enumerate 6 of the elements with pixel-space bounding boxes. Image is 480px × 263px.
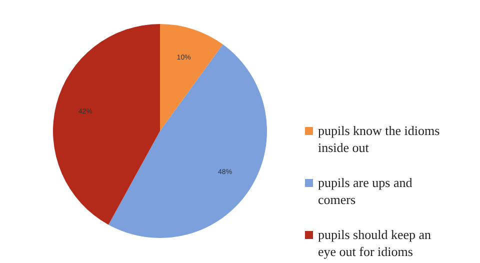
legend-label: pupils are ups and comers	[318, 174, 413, 207]
pie-slice	[108, 44, 267, 238]
pie-slice	[53, 24, 160, 225]
legend-label: pupils should keep an eye out for idioms	[318, 226, 432, 259]
pie-slice	[160, 24, 223, 131]
legend-label: pupils know the idioms inside out	[318, 122, 440, 155]
